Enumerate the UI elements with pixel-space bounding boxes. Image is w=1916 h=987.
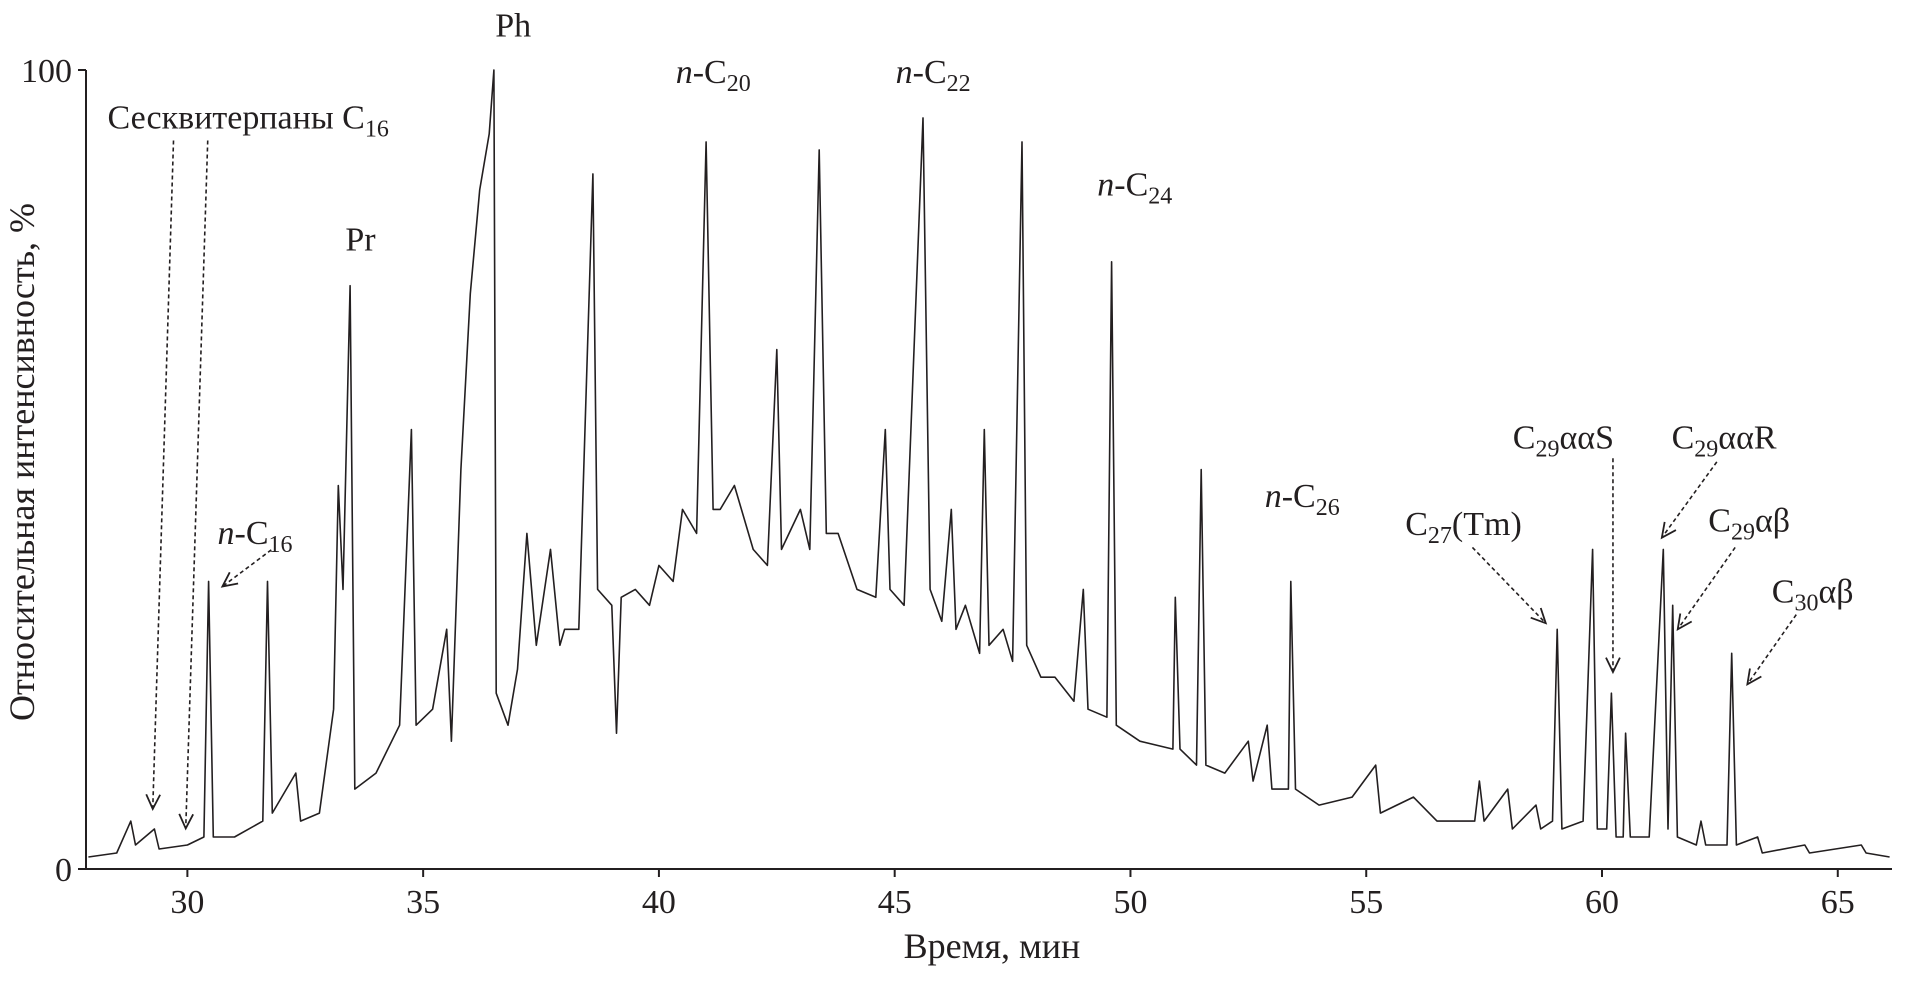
- annotation-arrow: [1746, 614, 1797, 685]
- x-tick-label: 50: [1113, 884, 1147, 921]
- annotation-part: -C: [913, 54, 947, 91]
- x-tick-label: 45: [878, 884, 912, 921]
- annotation-part: -C: [693, 54, 727, 91]
- annotation-part: ααS: [1559, 419, 1614, 456]
- annotation: C27(Tm): [1405, 506, 1522, 549]
- annotation-part: (Tm): [1452, 506, 1522, 543]
- annotation-part: 27: [1428, 523, 1452, 549]
- annotation-part: C: [1405, 506, 1428, 543]
- annotation-arrow: [1471, 546, 1547, 624]
- x-tick-label: 60: [1585, 884, 1619, 921]
- arrow-head: [145, 793, 161, 811]
- annotation-part: 29: [1535, 436, 1559, 462]
- x-tick-label: 55: [1349, 884, 1383, 921]
- annotation: Pr: [345, 221, 376, 258]
- x-tick-label: 65: [1821, 884, 1855, 921]
- annotation-arrow: [1661, 461, 1718, 539]
- annotation-part: n: [1097, 167, 1114, 204]
- annotation-part: 16: [269, 532, 293, 558]
- annotation-arrow: [184, 140, 209, 829]
- annotation-part: 20: [727, 71, 751, 97]
- annotation-part: Pr: [345, 221, 376, 258]
- arrow-head: [220, 571, 239, 588]
- annotation: n-C22: [896, 54, 971, 97]
- x-tick-label: 30: [170, 884, 204, 921]
- annotation-part: n: [218, 515, 235, 552]
- annotation-part: ααR: [1718, 419, 1777, 456]
- annotation: C29ααS: [1513, 419, 1614, 462]
- annotation-part: -C: [235, 515, 269, 552]
- annotation: C29ααR: [1672, 419, 1777, 462]
- annotation-part: C: [1513, 419, 1536, 456]
- arrow-head: [1746, 668, 1762, 686]
- annotation-part: 26: [1316, 495, 1340, 521]
- annotation-part: αβ: [1755, 503, 1790, 540]
- annotation-part: 24: [1148, 184, 1172, 210]
- annotation-part: C: [1672, 419, 1695, 456]
- annotation-arrow: [151, 140, 175, 809]
- arrow-head: [1660, 521, 1677, 540]
- annotation: Сесквитерпаны C16: [108, 99, 389, 142]
- annotation: n-C26: [1265, 478, 1340, 521]
- arrow-head: [1605, 657, 1621, 675]
- arrow-head: [1530, 607, 1548, 625]
- annotation-part: αβ: [1818, 573, 1853, 610]
- annotation-part: -C: [1114, 167, 1148, 204]
- annotation-arrow: [1677, 546, 1736, 630]
- annotation-part: n: [1265, 478, 1282, 515]
- arrow-head: [178, 813, 194, 831]
- annotation-part: Сесквитерпаны C: [108, 99, 365, 136]
- annotation: C29αβ: [1708, 503, 1790, 546]
- annotation-part: n: [676, 54, 693, 91]
- arrow-head: [1676, 613, 1693, 631]
- annotation: Ph: [495, 8, 531, 45]
- annotation: n-C20: [676, 54, 751, 97]
- annotation-part: 16: [365, 116, 389, 142]
- x-tick-label: 35: [406, 884, 440, 921]
- annotation: C30αβ: [1772, 573, 1854, 616]
- y-axis-label: Относительная интенсивность, %: [2, 203, 42, 721]
- annotation-part: 29: [1694, 436, 1718, 462]
- annotation: n-C16: [218, 515, 293, 558]
- annotation-part: 22: [947, 71, 971, 97]
- annotation-part: 29: [1731, 520, 1755, 546]
- annotation-part: -C: [1282, 478, 1316, 515]
- annotation-part: 30: [1794, 590, 1818, 616]
- annotation-part: C: [1772, 573, 1795, 610]
- x-axis-label: Время, мин: [904, 926, 1081, 966]
- y-tick-label: 0: [55, 852, 72, 889]
- y-tick-label: 100: [21, 53, 72, 90]
- annotation-part: C: [1708, 503, 1731, 540]
- annotation-arrow: [221, 549, 272, 588]
- chromatogram-line: [88, 69, 1890, 858]
- annotation-part: n: [896, 54, 913, 91]
- annotation-part: Ph: [495, 8, 531, 45]
- annotation: n-C24: [1097, 167, 1172, 210]
- x-tick-label: 40: [642, 884, 676, 921]
